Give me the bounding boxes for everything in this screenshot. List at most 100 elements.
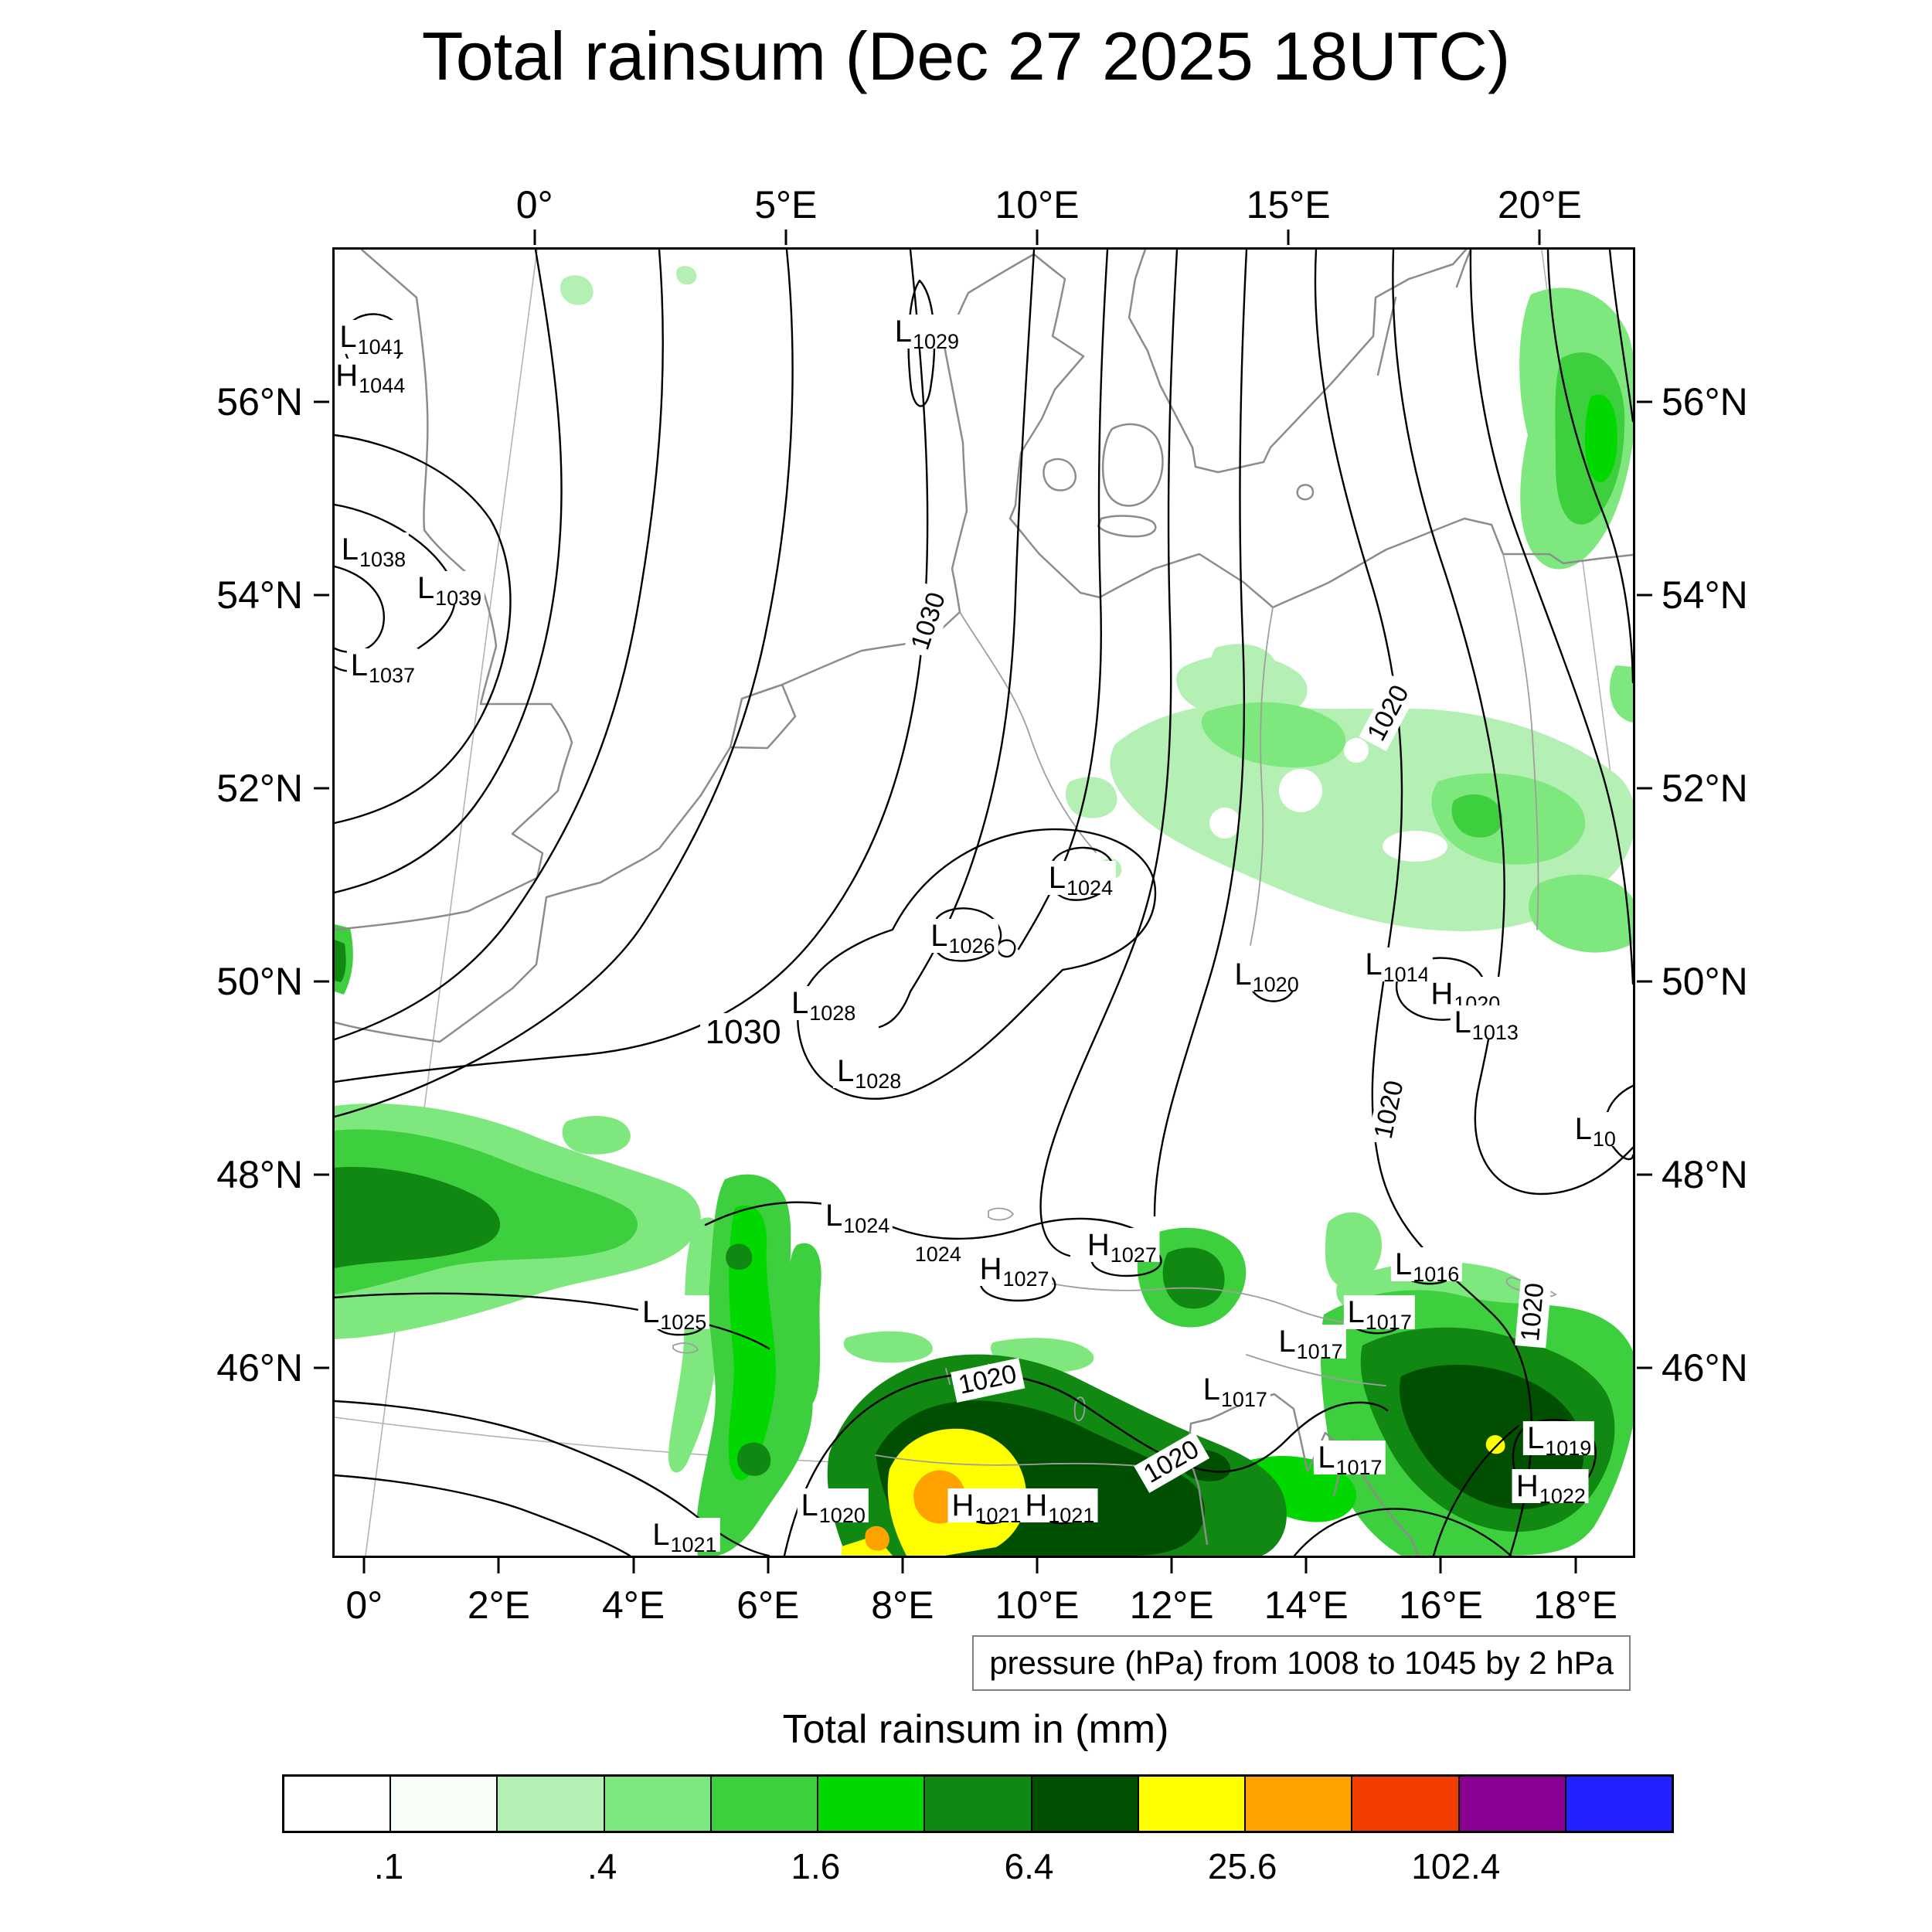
coastlines (335, 250, 1633, 1556)
pressure-letter: L (1202, 1372, 1220, 1406)
pressure-value: 1017 (1296, 1339, 1343, 1363)
axis-top-label: 10°E (995, 183, 1080, 226)
axis-tick (1637, 980, 1652, 983)
pressure-letter: L (1048, 860, 1066, 895)
pressure-letter: L (1454, 1005, 1471, 1039)
colorbar-cell (1459, 1777, 1566, 1831)
pressure-value: 1020 (818, 1504, 866, 1527)
axis-tick (1637, 400, 1652, 403)
pressure-letter: H (1515, 1469, 1539, 1503)
pressure-center-label: H1044 (335, 358, 409, 396)
axis-bottom-label: 2°E (467, 1583, 531, 1627)
pressure-value: 1044 (359, 373, 406, 397)
pressure-range-caption: pressure (hPa) from 1008 to 1045 by 2 hP… (972, 1635, 1631, 1691)
pressure-value: 1017 (1335, 1455, 1383, 1479)
pressure-center-label: L1029 (890, 315, 963, 352)
colorbar-cell (391, 1777, 498, 1831)
pressure-letter: L (417, 570, 435, 605)
pressure-value: 1026 (948, 934, 995, 957)
axis-left-label: 52°N (216, 767, 303, 810)
pressure-center-label: L1019 (1522, 1420, 1595, 1459)
pressure-letter: L (836, 1053, 855, 1088)
colorbar-cell (1138, 1777, 1247, 1831)
pressure-letter: L (801, 1488, 818, 1522)
pressure-center-label: L1037 (346, 648, 419, 686)
pressure-letter: L (339, 319, 357, 354)
pressure-center-label: L1020 (1230, 957, 1302, 995)
axis-left-label: 46°N (216, 1346, 303, 1389)
pressure-value: 1022 (1539, 1485, 1586, 1508)
axis-left-label: 54°N (216, 573, 303, 617)
coast-zealand (1101, 423, 1164, 507)
axis-right-label: 54°N (1662, 573, 1748, 617)
pressure-center-label: L1017 (1199, 1372, 1270, 1410)
lake-constance (988, 1207, 1015, 1221)
axis-tick (1036, 230, 1039, 245)
pressure-center-label: L1039 (413, 570, 485, 609)
colorbar-cell (1566, 1777, 1672, 1831)
colorbar-tick-label: 6.4 (1004, 1846, 1054, 1886)
pressure-letter: L (350, 648, 368, 682)
pressure-letter: L (1347, 1295, 1365, 1329)
isobar-label: 1020 (1367, 1072, 1413, 1147)
pressure-letter: H (951, 1488, 975, 1522)
pressure-center-label: H1021 (1021, 1488, 1098, 1526)
colorbar-cell (1246, 1777, 1353, 1831)
axis-bottom-label: 4°E (602, 1583, 665, 1627)
pressure-center-label: L1038 (337, 532, 410, 570)
axis-bottom-label: 14°E (1264, 1583, 1349, 1627)
colorbar-tick-label: 102.4 (1411, 1846, 1501, 1886)
chart-title: Total rainsum (Dec 27 2025 18UTC) (421, 18, 1511, 94)
map-label-overlay: L1041 H1044 L1038 L1039 L1037 L1029 L1024 L1026… (335, 250, 1633, 1556)
coast-britain (335, 250, 573, 931)
isobar-label: 1020 (1134, 1431, 1209, 1493)
pressure-value: 1014 (1383, 963, 1430, 986)
colorbar-title: Total rainsum in (mm) (782, 1707, 1169, 1752)
pressure-letter: L (341, 532, 359, 566)
colorbar-tick-label: .1 (373, 1846, 404, 1886)
axis-left-label: 48°N (216, 1153, 303, 1196)
isobar-label: 1020 (1359, 675, 1419, 751)
axis-tick (314, 1366, 329, 1369)
pressure-center-label: L1026 (927, 918, 998, 957)
colorbar-tick-label: 25.6 (1207, 1846, 1277, 1886)
coast-sweden (1128, 250, 1468, 474)
pressure-letter: L (1278, 1324, 1296, 1359)
pressure-center-label: L1028 (832, 1053, 905, 1092)
axis-bottom-label: 8°E (871, 1583, 934, 1627)
pressure-center-label: H1027 (975, 1251, 1053, 1290)
colorbar-cell (284, 1777, 392, 1831)
coast-mainland (335, 253, 1633, 1043)
axis-tick (314, 1173, 329, 1176)
axis-tick (1170, 1558, 1173, 1573)
pressure-letter: L (894, 315, 912, 349)
axis-tick (1637, 1173, 1652, 1176)
pressure-center-label: H1027 (1083, 1227, 1160, 1266)
colorbar-cell (1352, 1777, 1460, 1831)
coast-bornholm (1296, 484, 1315, 501)
colorbar-cell (604, 1777, 712, 1831)
pressure-center-label: H1022 (1512, 1469, 1589, 1507)
pressure-value: 1021 (1048, 1504, 1095, 1527)
pressure-value: 1017 (1220, 1388, 1267, 1411)
pressure-letter: L (652, 1517, 670, 1552)
pressure-letter: H (1087, 1227, 1110, 1262)
axis-top-label: 5°E (754, 183, 818, 226)
pressure-value: 1029 (912, 330, 960, 354)
colorbar-tick-label: 1.6 (791, 1846, 841, 1886)
pressure-letter: H (1025, 1488, 1048, 1522)
isobar-label: 1020 (1515, 1276, 1552, 1349)
pressure-center-label: L1024 (821, 1199, 893, 1236)
axis-right-label: 50°N (1662, 960, 1748, 1003)
pressure-letter: H (335, 358, 359, 393)
pressure-value: 1016 (1413, 1262, 1460, 1286)
colorbar-tick-label: .4 (587, 1846, 617, 1886)
pressure-letter: L (1318, 1440, 1335, 1475)
river-oder (1250, 607, 1274, 946)
pressure-value: 1039 (435, 586, 482, 610)
colorbar (282, 1774, 1674, 1833)
axis-tick (497, 1558, 500, 1573)
pressure-center-label: L1017 (1314, 1440, 1386, 1478)
pressure-center-label: H1021 (947, 1488, 1025, 1526)
